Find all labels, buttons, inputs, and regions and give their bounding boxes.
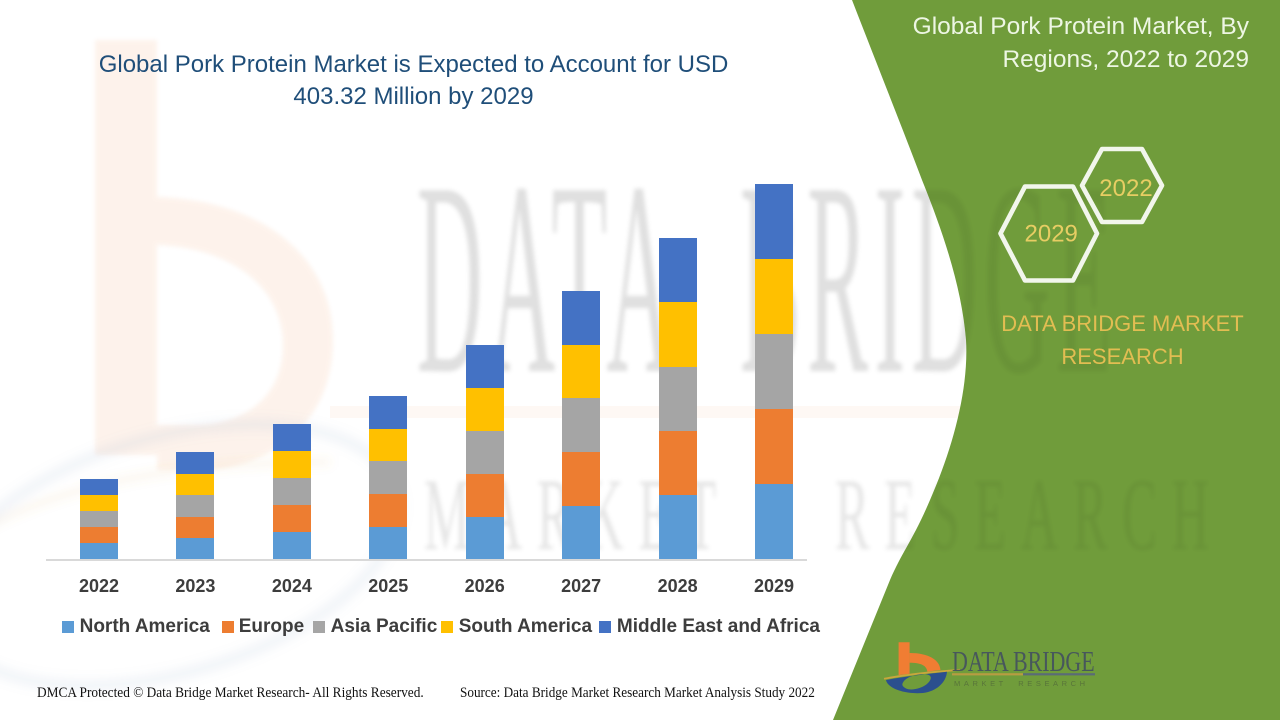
svg-text:2022: 2022	[1099, 175, 1152, 202]
svg-text:2029: 2029	[1025, 220, 1078, 247]
svg-text:DATA BRIDGE: DATA BRIDGE	[952, 646, 1095, 677]
svg-text:DATA: DATA	[417, 127, 679, 432]
svg-text:MARKET RESEARCH: MARKET RESEARCH	[954, 679, 1089, 688]
